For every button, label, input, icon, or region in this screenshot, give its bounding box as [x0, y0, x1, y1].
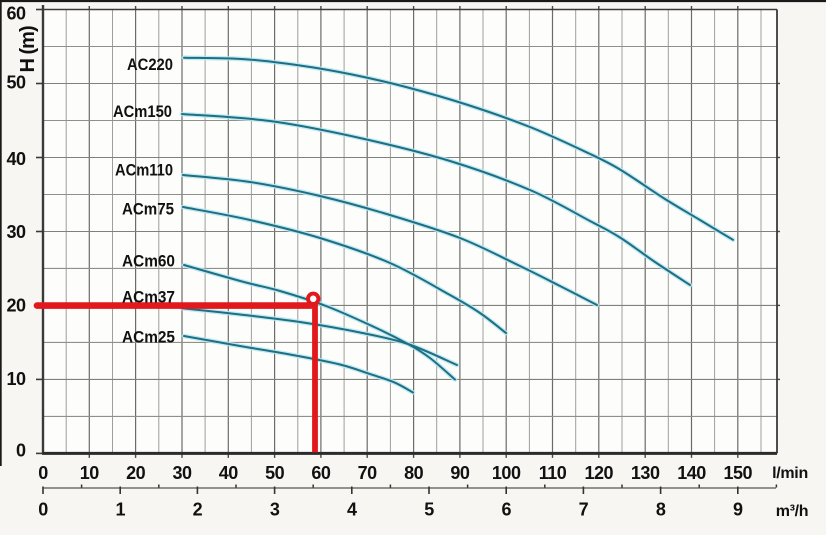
svg-text:90: 90: [450, 463, 470, 483]
svg-text:150: 150: [724, 463, 753, 483]
svg-text:70: 70: [358, 463, 378, 483]
svg-text:2: 2: [193, 500, 203, 520]
svg-text:ACm110: ACm110: [115, 161, 173, 180]
svg-text:AC220: AC220: [127, 55, 173, 74]
svg-text:ACm75: ACm75: [122, 199, 174, 218]
svg-text:1: 1: [115, 500, 125, 520]
svg-text:0: 0: [38, 500, 48, 520]
svg-text:l/min: l/min: [772, 465, 808, 482]
svg-text:30: 30: [172, 463, 192, 483]
svg-text:50: 50: [6, 73, 26, 93]
svg-text:ACm150: ACm150: [113, 102, 172, 121]
svg-text:100: 100: [492, 463, 521, 483]
svg-text:H (m): H (m): [17, 26, 39, 72]
svg-text:6: 6: [501, 500, 511, 520]
svg-text:ACm37: ACm37: [122, 288, 175, 307]
svg-text:60: 60: [311, 463, 331, 483]
svg-text:110: 110: [539, 463, 567, 483]
svg-text:8: 8: [656, 500, 666, 520]
svg-text:0: 0: [16, 441, 26, 461]
svg-text:20: 20: [126, 463, 146, 483]
svg-text:m³/h: m³/h: [776, 503, 809, 520]
svg-text:40: 40: [6, 149, 26, 169]
svg-text:10: 10: [80, 463, 100, 483]
svg-text:ACm25: ACm25: [122, 327, 175, 346]
svg-text:50: 50: [265, 463, 285, 483]
svg-text:4: 4: [347, 500, 357, 520]
svg-text:0: 0: [38, 463, 48, 483]
svg-text:20: 20: [6, 296, 26, 316]
svg-text:9: 9: [733, 500, 743, 520]
svg-text:40: 40: [219, 463, 239, 483]
svg-text:130: 130: [631, 463, 660, 483]
svg-text:60: 60: [6, 4, 26, 24]
svg-text:7: 7: [579, 500, 589, 520]
svg-text:ACm60: ACm60: [122, 252, 175, 271]
svg-text:140: 140: [677, 463, 706, 483]
svg-text:80: 80: [404, 463, 424, 483]
svg-text:10: 10: [6, 369, 26, 389]
svg-text:5: 5: [424, 500, 434, 520]
svg-text:30: 30: [6, 222, 26, 242]
svg-text:120: 120: [585, 463, 614, 483]
svg-text:3: 3: [270, 500, 280, 520]
